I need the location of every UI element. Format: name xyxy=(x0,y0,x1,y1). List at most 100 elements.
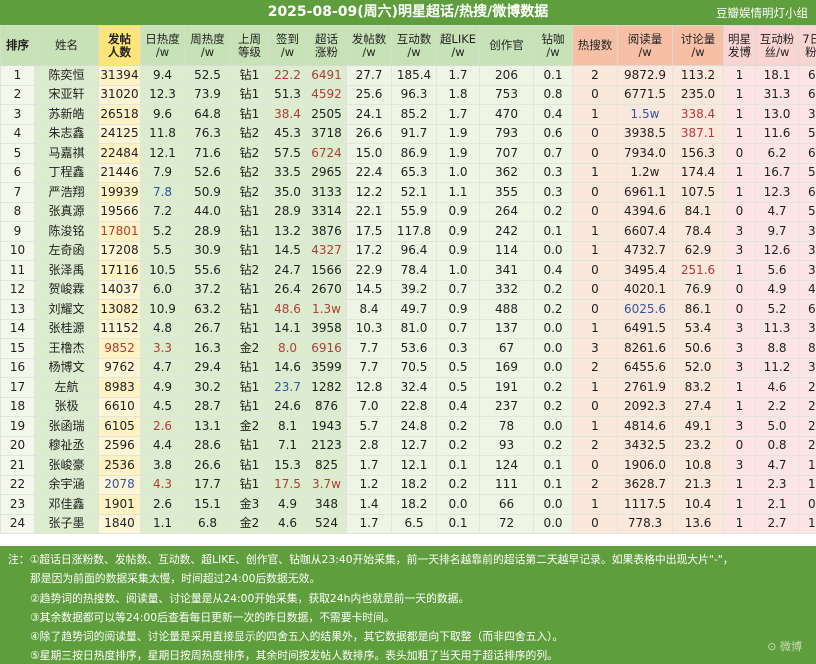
cell-hot-search: 0 xyxy=(572,455,618,476)
cell-rank: 5 xyxy=(0,143,35,164)
cell-creator: 753 xyxy=(479,84,534,105)
cell-super-like: 1.9 xyxy=(436,123,480,144)
cell-last-week-level: 钻1 xyxy=(230,240,269,261)
cell-daily-heat: 10.9 xyxy=(140,299,185,320)
cell-posters: 1901 xyxy=(98,494,141,515)
cell-reads: 4020.1 xyxy=(617,279,673,300)
cell-reads: 4732.7 xyxy=(617,240,673,261)
cell-hot-search: 1 xyxy=(572,240,618,261)
cell-last-week-level: 金2 xyxy=(230,513,269,534)
cell-posters: 17116 xyxy=(98,260,141,281)
cell-interactions: 91.7 xyxy=(391,123,437,144)
cell-daily-heat: 4.8 xyxy=(140,318,185,339)
cell-name: 张函瑞 xyxy=(34,416,99,437)
cell-super-like: 0.0 xyxy=(436,494,480,515)
cell-discussions: 53.4 xyxy=(672,318,724,339)
cell-weekly-heat: 29.4 xyxy=(184,357,231,378)
cell-interaction-fans: 4.6 xyxy=(755,377,799,398)
cell-hot-search: 1 xyxy=(572,162,618,183)
cell-rank: 3 xyxy=(0,104,35,125)
cell-fans-7d: 4.5 xyxy=(798,279,816,300)
cell-posts: 12.2 xyxy=(346,182,392,203)
cell-rank: 14 xyxy=(0,318,35,339)
table-row: 24 张子墨 1840 1.1 6.8 金2 4.6 524 1.7 6.5 0.1 72 0.0 0 77… xyxy=(0,513,816,534)
cell-hot-search: 0 xyxy=(572,279,618,300)
cell-super-like: 0.1 xyxy=(436,513,480,534)
table-row: 6 丁程鑫 21446 7.9 52.6 钻2 33.5 2965 22.4 65.3 1.0 362… xyxy=(0,162,816,183)
cell-interactions: 117.8 xyxy=(391,221,437,242)
cell-star-posts: 0 xyxy=(723,279,756,300)
cell-star-posts: 3 xyxy=(723,357,756,378)
cell-super-like: 1.9 xyxy=(436,143,480,164)
cell-creator: 242 xyxy=(479,221,534,242)
cell-reads: 778.3 xyxy=(617,513,673,534)
cell-posts: 2.8 xyxy=(346,435,392,456)
cell-rank: 4 xyxy=(0,123,35,144)
cell-super-like: 0.3 xyxy=(436,338,480,359)
cell-chaohua-fans: 6916 xyxy=(306,338,347,359)
cell-posts: 10.3 xyxy=(346,318,392,339)
cell-star-posts: 1 xyxy=(723,84,756,105)
cell-daily-heat: 4.9 xyxy=(140,377,185,398)
cell-star-posts: 3 xyxy=(723,240,756,261)
cell-discussions: 113.2 xyxy=(672,65,724,86)
cell-posts: 22.4 xyxy=(346,162,392,183)
cell-last-week-level: 钻2 xyxy=(230,123,269,144)
cell-creator: 191 xyxy=(479,377,534,398)
cell-creator: 237 xyxy=(479,396,534,417)
cell-checkin: 4.6 xyxy=(268,513,307,534)
cell-name: 丁程鑫 xyxy=(34,162,99,183)
cell-diamond: 0.0 xyxy=(533,494,573,515)
cell-rank: 7 xyxy=(0,182,35,203)
cell-discussions: 50.6 xyxy=(672,338,724,359)
table-row: 1 陈奕恒 31394 9.4 52.5 钻1 22.2 6491 27.7 185.4 1.7 20… xyxy=(0,65,816,86)
cell-reads: 1.2w xyxy=(617,162,673,183)
cell-star-posts: 3 xyxy=(723,221,756,242)
cell-weekly-heat: 37.2 xyxy=(184,279,231,300)
cell-fans-7d: 5.9 xyxy=(798,162,816,183)
cell-name: 严浩翔 xyxy=(34,182,99,203)
cell-last-week-level: 金3 xyxy=(230,494,269,515)
cell-chaohua-fans: 1566 xyxy=(306,260,347,281)
cell-super-like: 1.7 xyxy=(436,104,480,125)
cell-fans-7d: 3.9 xyxy=(798,318,816,339)
cell-posts: 1.7 xyxy=(346,455,392,476)
cell-last-week-level: 钻1 xyxy=(230,65,269,86)
cell-creator: 67 xyxy=(479,338,534,359)
cell-last-week-level: 钻2 xyxy=(230,162,269,183)
cell-diamond: 0.4 xyxy=(533,260,573,281)
table-row: 23 邓佳鑫 1901 2.6 15.1 金3 4.9 348 1.4 18.2 0.0 66 0.0 1… xyxy=(0,494,816,515)
cell-star-posts: 1 xyxy=(723,494,756,515)
cell-posters: 26518 xyxy=(98,104,141,125)
table-row: 19 张函瑞 6105 2.6 13.1 金2 8.1 1943 5.7 24.8 0.2 78 0.0… xyxy=(0,416,816,437)
cell-discussions: 27.4 xyxy=(672,396,724,417)
cell-reads: 2761.9 xyxy=(617,377,673,398)
cell-posts: 22.9 xyxy=(346,260,392,281)
cell-diamond: 0.3 xyxy=(533,162,573,183)
cell-chaohua-fans: 524 xyxy=(306,513,347,534)
note-line: 注：①超话日涨粉数、发帖数、互动数、超LIKE、创作官、钻咖从23:40开始采集… xyxy=(8,553,734,566)
cell-fans-7d: 0.8 xyxy=(798,494,816,515)
cell-last-week-level: 钻1 xyxy=(230,221,269,242)
cell-rank: 1 xyxy=(0,65,35,86)
cell-star-posts: 1 xyxy=(723,123,756,144)
cell-last-week-level: 钻1 xyxy=(230,201,269,222)
cell-posters: 31394 xyxy=(98,65,141,86)
table-row: 15 王橹杰 9852 3.3 16.3 金2 8.0 6916 7.7 53.6 0.3 67 0.0… xyxy=(0,338,816,359)
cell-chaohua-fans: 3314 xyxy=(306,201,347,222)
cell-name: 马嘉祺 xyxy=(34,143,99,164)
cell-diamond: 0.8 xyxy=(533,84,573,105)
title-bar: 2025-08-09(周六)明星超话/热搜/微博数据 豆瓣娱情明灯小组 xyxy=(0,0,816,25)
cell-name: 陈浚铭 xyxy=(34,221,99,242)
cell-checkin: 45.3 xyxy=(268,123,307,144)
cell-daily-heat: 7.9 xyxy=(140,162,185,183)
cell-daily-heat: 9.4 xyxy=(140,65,185,86)
credit-label: 豆瓣娱情明灯小组 xyxy=(716,6,808,20)
cell-interactions: 86.9 xyxy=(391,143,437,164)
cell-checkin: 23.7 xyxy=(268,377,307,398)
cell-super-like: 0.1 xyxy=(436,455,480,476)
cell-rank: 16 xyxy=(0,357,35,378)
cell-diamond: 0.6 xyxy=(533,123,573,144)
cell-name: 余宇涵 xyxy=(34,474,99,495)
cell-interaction-fans: 4.7 xyxy=(755,201,799,222)
